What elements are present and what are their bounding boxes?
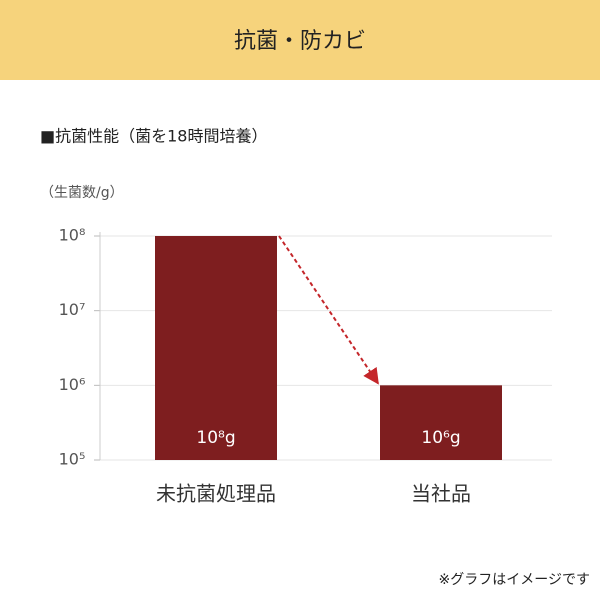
y-axis-label: （生菌数/g） (40, 185, 124, 201)
header-title: 抗菌・防カビ (234, 29, 366, 54)
footnote: ※グラフはイメージです (439, 572, 590, 588)
trend-arrow (278, 235, 379, 385)
y-tick-label: 10⁸ (59, 226, 86, 245)
chart-title: ■抗菌性能（菌を18時間培養） (40, 127, 267, 146)
x-tick-label: 当社品 (411, 482, 471, 506)
y-tick-label: 10⁶ (59, 375, 86, 394)
x-tick-label: 未抗菌処理品 (156, 482, 276, 506)
value-label: 10⁸g (196, 428, 235, 448)
bar (155, 236, 277, 460)
y-tick-label: 10⁷ (59, 300, 86, 319)
value-label: 10⁶g (421, 428, 460, 448)
header-banner (0, 0, 600, 80)
y-tick-label: 10⁵ (59, 450, 86, 469)
bar (380, 385, 502, 460)
